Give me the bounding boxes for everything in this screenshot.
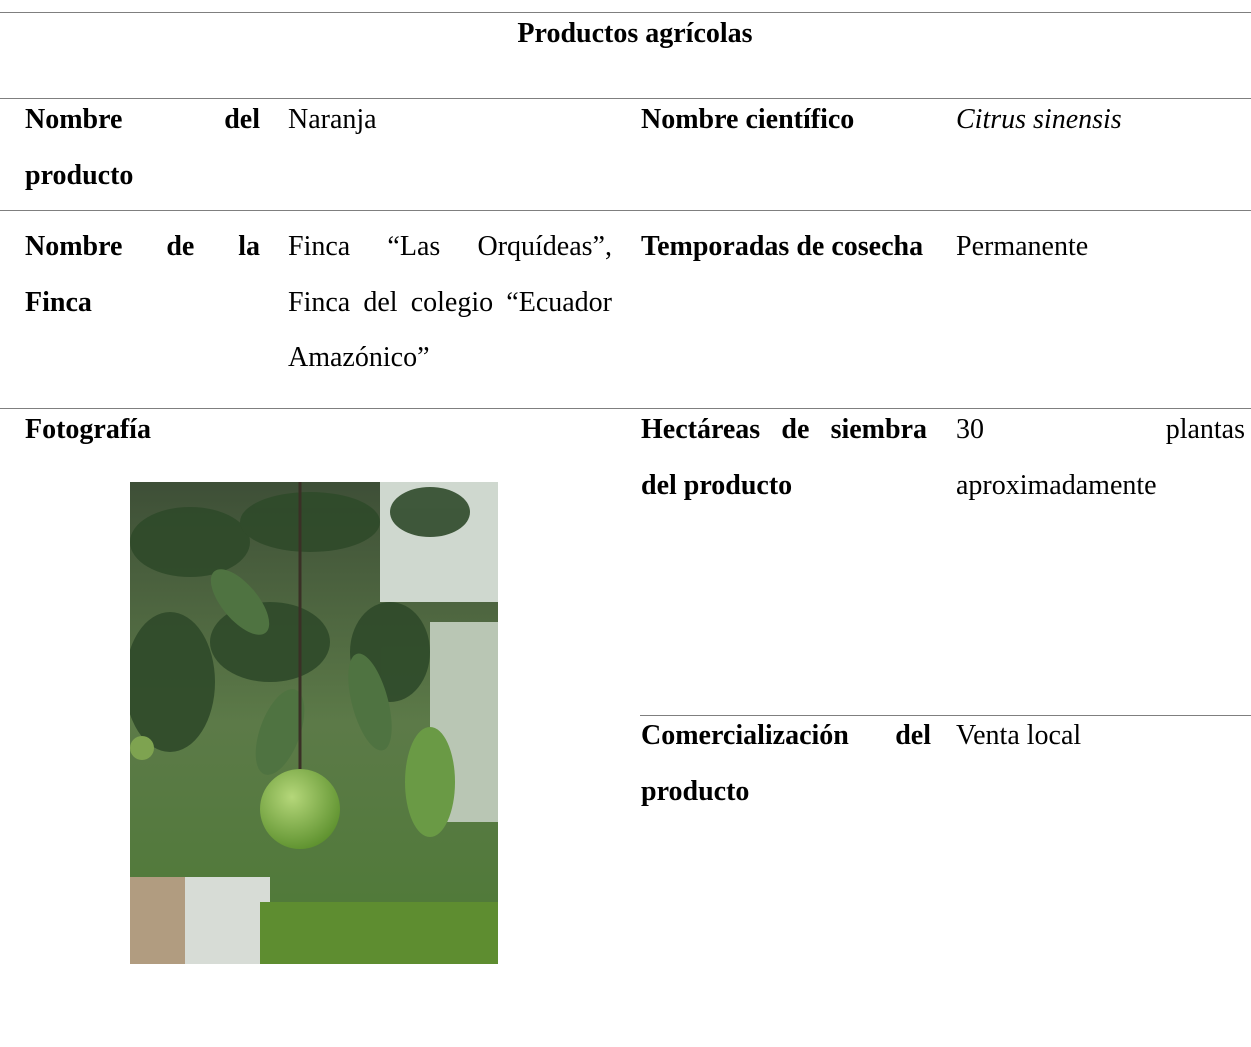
top-rule [0,12,1251,13]
row-rule [0,408,1251,409]
value: Citrus sinensis [956,104,1122,135]
label: Nombre de la Finca [25,231,260,318]
header-rule [0,98,1251,99]
value: Finca “Las Orquídeas”, Finca del colegio… [288,231,612,373]
label: Nombre científico [641,104,855,135]
value: Venta local [956,720,1082,751]
photo [130,482,498,964]
row-rule [640,715,1251,716]
label: Comercialización del producto [641,720,931,807]
label: Fotografía [25,414,151,445]
row-rule [0,210,1251,211]
label: Temporadas de cosecha [641,231,924,262]
value: Permanente [956,231,1089,262]
label: Hectáreas de siembra del producto [641,414,927,501]
value: 30 plantas aproximadamente [956,414,1245,501]
label: Nombre del producto [25,104,260,191]
table-title: Productos agrícolas [517,18,753,49]
value: Naranja [288,104,377,135]
